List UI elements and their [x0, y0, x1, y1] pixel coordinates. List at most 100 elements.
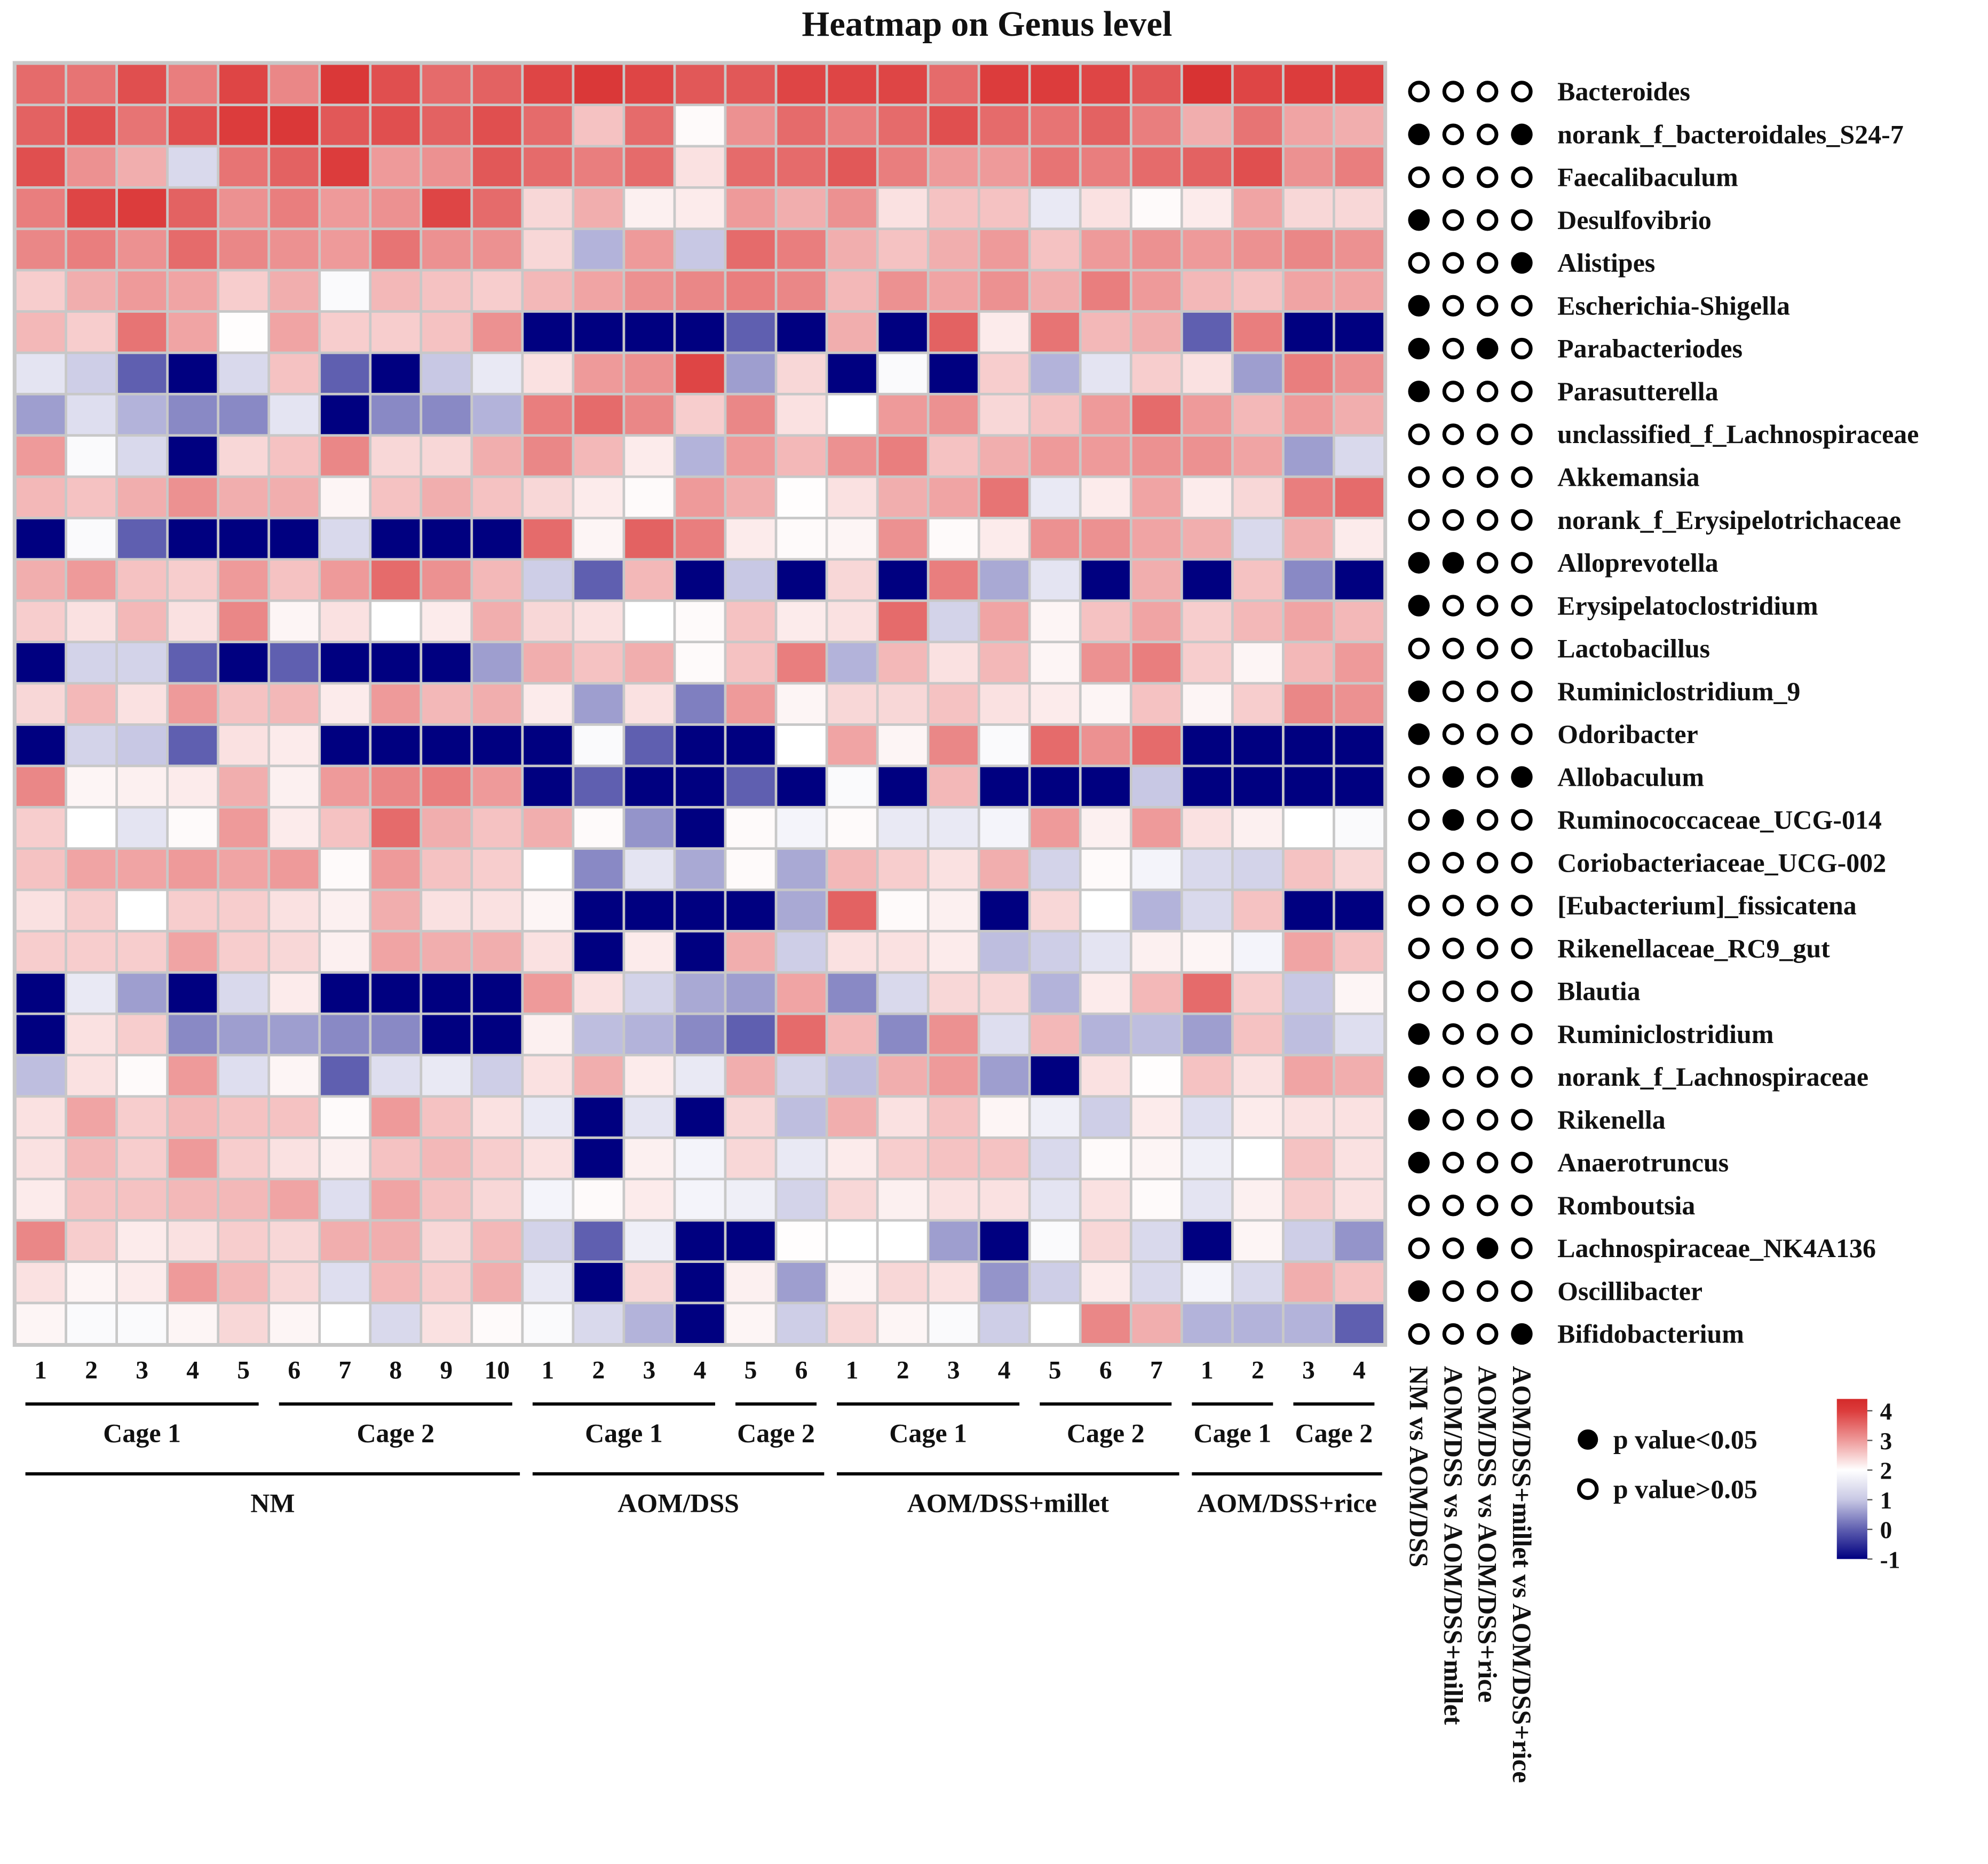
heatmap-cell [473, 437, 521, 476]
heatmap-cell [726, 602, 775, 641]
row-label: Parabacteriodes [1557, 334, 1743, 364]
heatmap-cell [1132, 932, 1181, 972]
heatmap-cell [371, 767, 420, 806]
heatmap-cell [828, 106, 876, 145]
heatmap-cell [321, 312, 369, 352]
heatmap-cell [524, 1221, 572, 1261]
colorbar-tick-label: 1 [1880, 1487, 1892, 1514]
heatmap-cell [676, 974, 724, 1013]
open-dot-icon [1476, 851, 1499, 874]
open-dot-icon [1408, 466, 1430, 488]
heatmap-cell [1233, 188, 1282, 228]
heatmap-cell [473, 932, 521, 972]
heatmap-cell [1233, 354, 1282, 393]
heatmap-cell [1284, 560, 1333, 599]
heatmap-cell [625, 725, 674, 765]
heatmap-cell [1284, 1139, 1333, 1178]
heatmap-cell [270, 850, 319, 889]
heatmap-cell [828, 354, 876, 393]
heatmap-cell [169, 1262, 217, 1302]
heatmap-cell [219, 437, 268, 476]
open-dot-icon [1442, 166, 1464, 188]
heatmap-cell [118, 643, 167, 682]
row-label: Erysipelatoclostridium [1557, 590, 1818, 620]
heatmap-cell [1233, 560, 1282, 599]
heatmap-cell [219, 891, 268, 930]
heatmap-cell [980, 312, 1028, 352]
heatmap-cell [1284, 808, 1333, 848]
heatmap-cell [371, 1097, 420, 1137]
heatmap-cell [473, 850, 521, 889]
heatmap-cell [726, 725, 775, 765]
heatmap-cell [1081, 1097, 1130, 1137]
heatmap-cell [16, 354, 65, 393]
heatmap-cell [270, 684, 319, 724]
heatmap-cell [1031, 643, 1079, 682]
heatmap-cell [270, 312, 319, 352]
colorbar-tick-label: 0 [1880, 1517, 1892, 1544]
heatmap-cell [321, 519, 369, 558]
heatmap-cell [726, 850, 775, 889]
heatmap-cell [828, 271, 876, 311]
heatmap-cell [1284, 519, 1333, 558]
heatmap-cell [371, 932, 420, 972]
heatmap-cell [321, 106, 369, 145]
heatmap-cell [118, 354, 167, 393]
heatmap-cell [371, 684, 420, 724]
heatmap-cell [371, 519, 420, 558]
heatmap-cell [625, 65, 674, 104]
heatmap-cell [1284, 974, 1333, 1013]
open-dot-icon [1408, 937, 1430, 959]
open-dot-icon [1511, 337, 1533, 360]
heatmap-cell [371, 437, 420, 476]
heatmap-cell [16, 1097, 65, 1137]
heatmap-cell [828, 312, 876, 352]
heatmap-cell [473, 106, 521, 145]
heatmap-cell [473, 1262, 521, 1302]
heatmap-cell [777, 354, 826, 393]
heatmap-cell [1031, 1304, 1079, 1343]
heatmap-cell [1081, 106, 1130, 145]
heatmap-cell [1233, 891, 1282, 930]
heatmap-cell [1081, 725, 1130, 765]
heatmap-cell [321, 437, 369, 476]
heatmap-cell [1335, 1262, 1384, 1302]
heatmap-cell [777, 1097, 826, 1137]
cage-label: Cage 1 [585, 1418, 663, 1448]
heatmap-cell [67, 188, 116, 228]
heatmap-cell [1132, 643, 1181, 682]
row-label: Ruminiclostridium_9 [1557, 676, 1800, 706]
heatmap-cell [169, 106, 217, 145]
heatmap-cell [169, 1304, 217, 1343]
heatmap-cell [219, 106, 268, 145]
heatmap-cell [371, 188, 420, 228]
heatmap-cell [929, 437, 978, 476]
heatmap-cell [777, 188, 826, 228]
row-label: Alistipes [1557, 248, 1655, 278]
heatmap-cell [574, 147, 623, 186]
heatmap-cell [270, 395, 319, 435]
heatmap-cell [625, 395, 674, 435]
heatmap-cell [16, 312, 65, 352]
heatmap-cell [118, 1180, 167, 1219]
heatmap-cell [169, 932, 217, 972]
heatmap-cell [16, 1304, 65, 1343]
heatmap-cell [1233, 602, 1282, 641]
heatmap-cell [1081, 354, 1130, 393]
row-label: Lachnospiraceae_NK4A136 [1557, 1233, 1876, 1263]
heatmap-cell [1031, 1056, 1079, 1095]
heatmap-cell [1233, 932, 1282, 972]
open-dot-icon [1511, 637, 1533, 660]
heatmap-cell [574, 643, 623, 682]
heatmap-cell [726, 478, 775, 517]
heatmap-cell [67, 932, 116, 972]
heatmap-cell [828, 188, 876, 228]
heatmap-cell [980, 602, 1028, 641]
heatmap-cell [878, 1180, 927, 1219]
heatmap-cell [1031, 106, 1079, 145]
heatmap-cell [422, 974, 471, 1013]
heatmap-cell [524, 271, 572, 311]
heatmap-cell [270, 643, 319, 682]
open-dot-icon [1476, 723, 1499, 745]
heatmap-cell [676, 1139, 724, 1178]
